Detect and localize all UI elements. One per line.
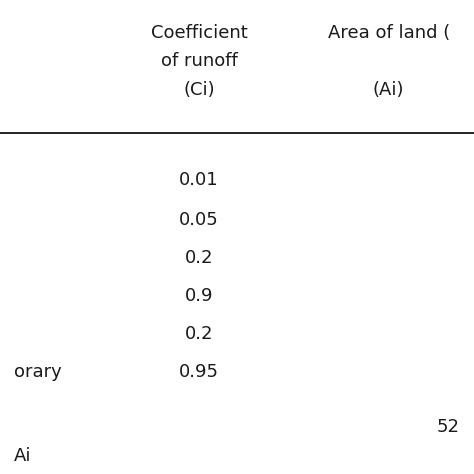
Text: 0.2: 0.2 [185,325,213,343]
Text: 0.9: 0.9 [185,287,213,305]
Text: 52: 52 [437,418,460,436]
Text: Ai: Ai [14,447,32,465]
Text: 0.95: 0.95 [179,363,219,381]
Text: 0.05: 0.05 [179,211,219,229]
Text: of runoff: of runoff [161,52,237,70]
Text: 0.2: 0.2 [185,249,213,267]
Text: (Ai): (Ai) [373,81,404,99]
Text: orary: orary [14,363,62,381]
Text: Coefficient: Coefficient [151,24,247,42]
Text: (Ci): (Ci) [183,81,215,99]
Text: 0.01: 0.01 [179,171,219,189]
Text: Area of land (: Area of land ( [328,24,450,42]
